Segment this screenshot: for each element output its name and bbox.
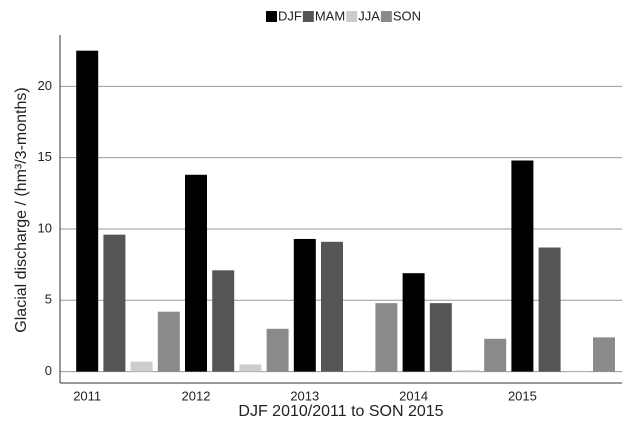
bar [212, 270, 235, 372]
bar [565, 370, 588, 372]
legend-swatch [302, 11, 314, 22]
x-tick-label: 2011 [73, 388, 101, 403]
bar [348, 370, 371, 372]
bar [321, 241, 343, 372]
y-tick-label: 10 [38, 220, 52, 235]
bar [76, 50, 99, 372]
bar [484, 338, 507, 372]
legend-swatch [346, 11, 358, 22]
legend-label: MAM [315, 8, 345, 23]
bar [293, 238, 316, 372]
bar [239, 364, 262, 372]
bar [266, 328, 289, 372]
bar [157, 311, 180, 372]
y-tick-label: 5 [45, 292, 52, 307]
legend-swatch [266, 11, 277, 22]
legend-swatch [380, 11, 392, 22]
bar [103, 234, 126, 372]
bar [538, 247, 561, 372]
bar [429, 303, 452, 372]
bar [130, 361, 153, 372]
bar [185, 174, 207, 372]
bar [402, 273, 425, 372]
legend-label: SON [393, 8, 421, 23]
bar [375, 303, 398, 372]
x-tick-label: 2015 [508, 388, 537, 403]
bar [457, 370, 479, 372]
bar [511, 160, 534, 372]
y-tick-label: 20 [38, 78, 52, 93]
bars [76, 50, 615, 372]
x-tick-label: 2014 [399, 388, 428, 403]
x-axis-title: DJF 2010/2011 to SON 2015 [238, 403, 443, 420]
bar [593, 337, 615, 372]
y-tick-label: 0 [45, 363, 52, 378]
x-tick-label: 2013 [290, 388, 319, 403]
x-tick-label: 2012 [182, 388, 211, 403]
y-axis-title: Glacial discharge / (hm³/3-months) [13, 87, 30, 332]
y-tick-label: 15 [38, 149, 52, 164]
legend-label: DJF [278, 8, 302, 23]
legend-label: JJA [358, 8, 380, 23]
legend: DJF MAM JJA SON [266, 8, 421, 23]
